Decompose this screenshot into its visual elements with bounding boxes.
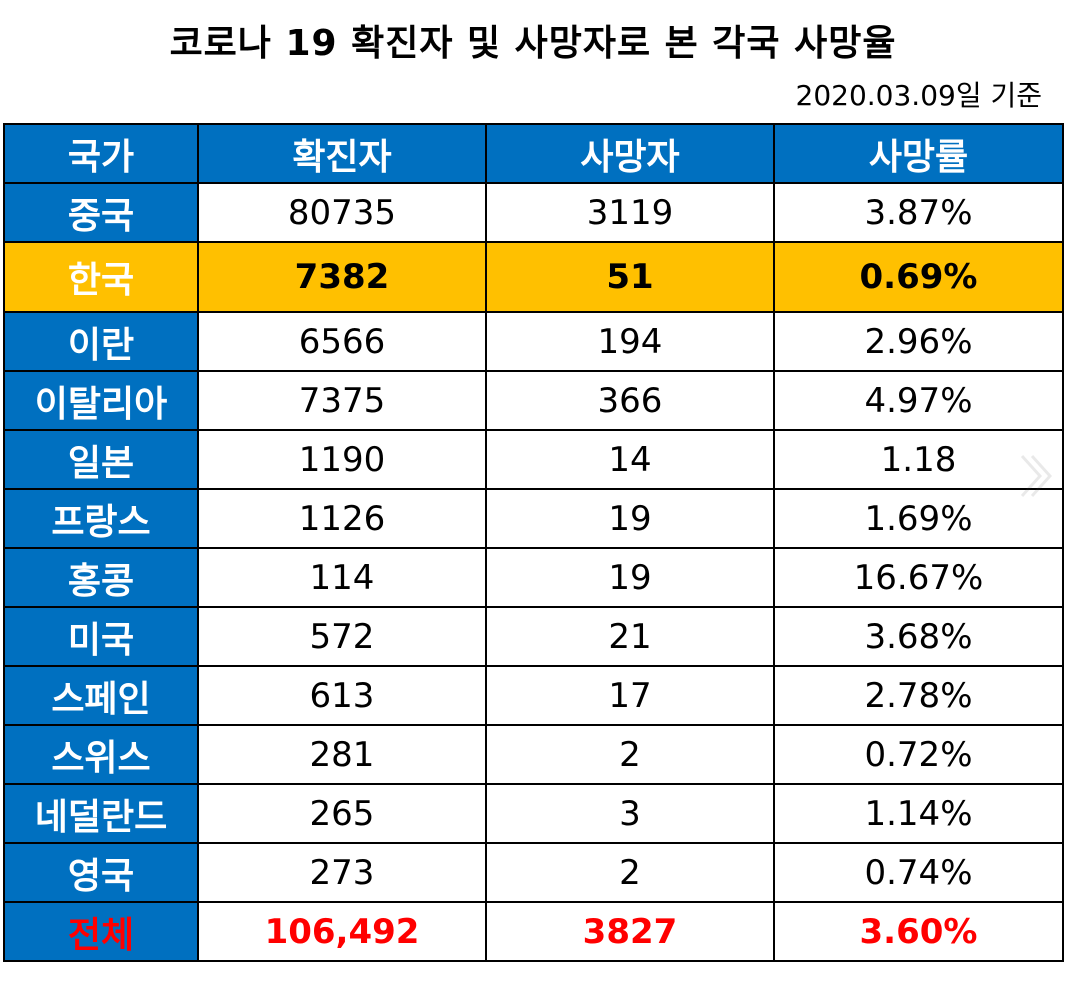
country-cell: 네덜란드 xyxy=(3,783,199,844)
confirmed-cell: 1190 xyxy=(197,429,487,490)
table-row: 프랑스 1126 19 1.69% xyxy=(3,488,1064,549)
table-row: 미국 572 21 3.68% xyxy=(3,606,1064,667)
country-cell: 프랑스 xyxy=(3,488,199,549)
total-label-cell: 전체 xyxy=(3,901,199,962)
rate-cell: 0.74% xyxy=(773,842,1064,903)
deaths-cell: 21 xyxy=(485,606,775,667)
confirmed-cell: 7382 xyxy=(197,241,487,313)
country-cell: 스위스 xyxy=(3,724,199,785)
table-row: 스위스 281 2 0.72% xyxy=(3,724,1064,785)
table-row: 이탈리아 7375 366 4.97% xyxy=(3,370,1064,431)
country-cell: 스페인 xyxy=(3,665,199,726)
table-total-row: 전체 106,492 3827 3.60% xyxy=(3,901,1064,962)
table-header-row: 국가 확진자 사망자 사망률 xyxy=(3,123,1064,184)
header-deaths: 사망자 xyxy=(485,123,775,184)
rate-cell: 1.14% xyxy=(773,783,1064,844)
country-cell: 한국 xyxy=(3,241,199,313)
country-cell: 영국 xyxy=(3,842,199,903)
confirmed-cell: 572 xyxy=(197,606,487,667)
rate-cell: 4.97% xyxy=(773,370,1064,431)
rate-cell: 16.67% xyxy=(773,547,1064,608)
rate-cell: 0.69% xyxy=(773,241,1064,313)
table-row: 홍콩 114 19 16.67% xyxy=(3,547,1064,608)
deaths-cell: 2 xyxy=(485,842,775,903)
confirmed-cell: 7375 xyxy=(197,370,487,431)
confirmed-cell: 613 xyxy=(197,665,487,726)
total-rate-cell: 3.60% xyxy=(773,901,1064,962)
table-row-highlighted: 한국 7382 51 0.69% xyxy=(3,241,1064,313)
rate-cell: 3.68% xyxy=(773,606,1064,667)
table-row: 스페인 613 17 2.78% xyxy=(3,665,1064,726)
deaths-cell: 19 xyxy=(485,488,775,549)
covid-stats-table: 국가 확진자 사망자 사망률 중국 80735 3119 3.87% 한국 73… xyxy=(3,123,1064,962)
confirmed-cell: 273 xyxy=(197,842,487,903)
rate-cell: 2.96% xyxy=(773,311,1064,372)
date-label: 2020.03.09일 기준 xyxy=(795,79,1043,112)
deaths-cell: 3 xyxy=(485,783,775,844)
rate-cell: 1.69% xyxy=(773,488,1064,549)
deaths-cell: 51 xyxy=(485,241,775,313)
confirmed-cell: 114 xyxy=(197,547,487,608)
country-cell: 미국 xyxy=(3,606,199,667)
total-deaths-cell: 3827 xyxy=(485,901,775,962)
rate-cell: 0.72% xyxy=(773,724,1064,785)
country-cell: 홍콩 xyxy=(3,547,199,608)
country-cell: 이란 xyxy=(3,311,199,372)
rate-cell: 1.18 xyxy=(773,429,1064,490)
country-cell: 중국 xyxy=(3,182,199,243)
chevron-right-icon[interactable] xyxy=(1016,452,1056,500)
deaths-cell: 194 xyxy=(485,311,775,372)
confirmed-cell: 80735 xyxy=(197,182,487,243)
deaths-cell: 3119 xyxy=(485,182,775,243)
deaths-cell: 17 xyxy=(485,665,775,726)
table-row: 네덜란드 265 3 1.14% xyxy=(3,783,1064,844)
table-row: 중국 80735 3119 3.87% xyxy=(3,182,1064,243)
country-cell: 이탈리아 xyxy=(3,370,199,431)
deaths-cell: 14 xyxy=(485,429,775,490)
page-title: 코로나 19 확진자 및 사망자로 본 각국 사망율 xyxy=(169,23,897,64)
table-row: 일본 1190 14 1.18 xyxy=(3,429,1064,490)
country-cell: 일본 xyxy=(3,429,199,490)
confirmed-cell: 265 xyxy=(197,783,487,844)
total-confirmed-cell: 106,492 xyxy=(197,901,487,962)
table-row: 영국 273 2 0.74% xyxy=(3,842,1064,903)
header-confirmed: 확진자 xyxy=(197,123,487,184)
header-rate: 사망률 xyxy=(773,123,1064,184)
confirmed-cell: 6566 xyxy=(197,311,487,372)
confirmed-cell: 281 xyxy=(197,724,487,785)
deaths-cell: 366 xyxy=(485,370,775,431)
header-country: 국가 xyxy=(3,123,199,184)
confirmed-cell: 1126 xyxy=(197,488,487,549)
rate-cell: 2.78% xyxy=(773,665,1064,726)
deaths-cell: 19 xyxy=(485,547,775,608)
table-row: 이란 6566 194 2.96% xyxy=(3,311,1064,372)
rate-cell: 3.87% xyxy=(773,182,1064,243)
deaths-cell: 2 xyxy=(485,724,775,785)
